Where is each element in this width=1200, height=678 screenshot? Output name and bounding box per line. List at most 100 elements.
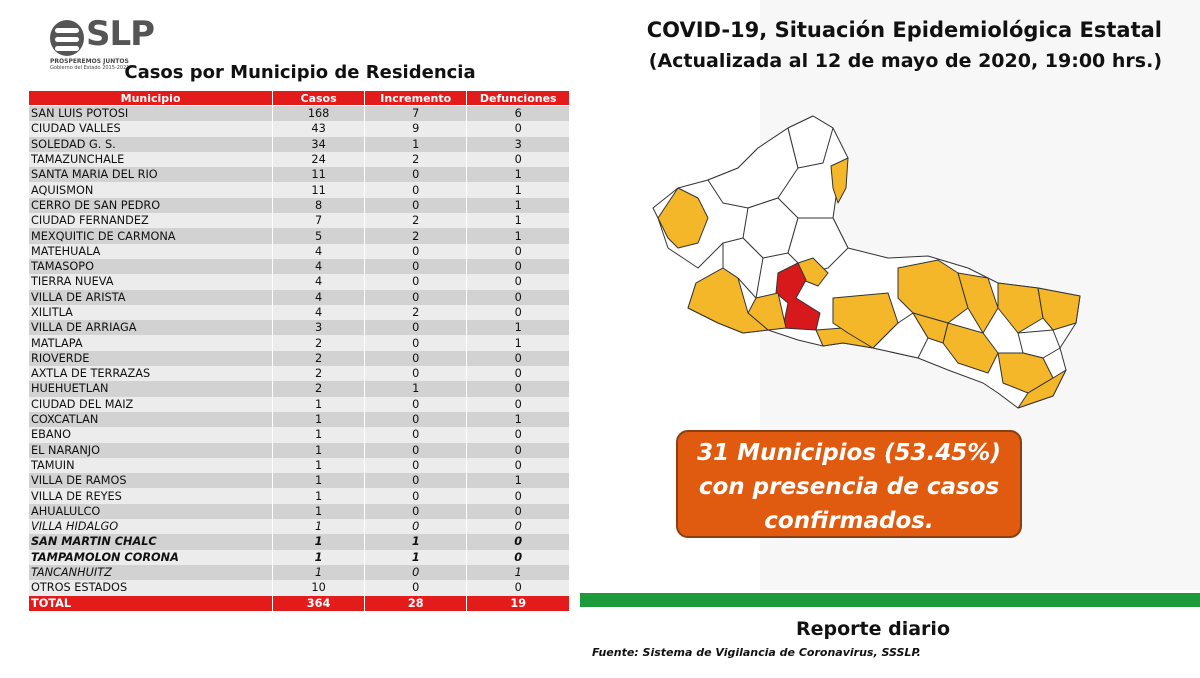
cell-casos: 1 — [272, 564, 366, 581]
table-row: XILITLA 4 2 0 — [27, 304, 570, 321]
cell-municipio: VILLA DE ARRIAGA — [27, 320, 274, 336]
cell-incremento: 0 — [364, 488, 468, 504]
table-row: MEXQUITIC DE CARMONA 5 2 1 — [27, 228, 570, 244]
cell-incremento: 0 — [364, 350, 468, 367]
cell-defunciones: 0 — [466, 549, 570, 565]
table-row: TIERRA NUEVA 4 0 0 — [27, 274, 570, 290]
cell-defunciones: 0 — [466, 366, 570, 382]
cell-municipio: XILITLA — [27, 304, 274, 321]
table-row: RIOVERDE 2 0 0 — [27, 350, 570, 367]
table-row: TAMPAMOLON CORONA 1 1 0 — [27, 549, 570, 565]
cell-municipio: OTROS ESTADOS — [27, 580, 274, 596]
cell-defunciones: 0 — [466, 274, 570, 290]
cell-defunciones: 1 — [466, 335, 570, 351]
cell-defunciones: 0 — [466, 427, 570, 443]
cell-incremento: 0 — [364, 427, 468, 443]
cell-municipio: TIERRA NUEVA — [27, 274, 274, 290]
cell-defunciones: 0 — [466, 304, 570, 321]
cell-defunciones: 0 — [466, 457, 570, 474]
cell-defunciones: 1 — [466, 320, 570, 336]
cases-table: Municipio Casos Incremento Defunciones S… — [27, 90, 570, 611]
map-region-ebano — [997, 282, 1044, 334]
cell-municipio: AQUISMON — [27, 182, 274, 198]
cell-defunciones: 1 — [466, 564, 570, 581]
cell-incremento: 0 — [364, 274, 468, 290]
total-defunciones: 19 — [466, 595, 570, 611]
cell-incremento: 0 — [364, 411, 468, 428]
cell-casos: 1 — [272, 442, 366, 458]
cell-municipio: VILLA DE REYES — [27, 488, 274, 504]
report-label: Reporte diario — [796, 618, 950, 640]
cell-defunciones: 1 — [466, 411, 570, 428]
cell-incremento: 0 — [364, 258, 468, 275]
table-row: HUEHUETLAN 2 1 0 — [27, 381, 570, 397]
cell-incremento: 2 — [364, 213, 468, 229]
cell-defunciones: 0 — [466, 503, 570, 520]
cell-municipio: VILLA DE RAMOS — [27, 473, 274, 489]
cell-municipio: MATEHUALA — [27, 243, 274, 259]
table-row: TAMASOPO 4 0 0 — [27, 258, 570, 275]
cell-municipio: CIUDAD VALLES — [27, 121, 274, 137]
cell-incremento: 0 — [364, 289, 468, 305]
table-row: VILLA DE ARRIAGA 3 0 1 — [27, 320, 570, 336]
table-row: CERRO DE SAN PEDRO 8 0 1 — [27, 197, 570, 214]
cell-municipio: SAN LUIS POTOSI — [27, 105, 274, 122]
cell-casos: 2 — [272, 381, 366, 397]
cell-casos: 1 — [272, 549, 366, 565]
cell-incremento: 2 — [364, 304, 468, 321]
cell-casos: 5 — [272, 228, 366, 244]
cell-defunciones: 0 — [466, 381, 570, 397]
cell-defunciones: 1 — [466, 197, 570, 214]
cell-casos: 1 — [272, 488, 366, 504]
table-row: SOLEDAD G. S. 34 1 3 — [27, 136, 570, 152]
col-municipio: Municipio — [27, 90, 274, 106]
cell-casos: 3 — [272, 320, 366, 336]
cell-incremento: 1 — [364, 534, 468, 550]
cell-casos: 4 — [272, 274, 366, 290]
cell-municipio: SANTA MARIA DEL RIO — [27, 167, 274, 183]
cell-defunciones: 0 — [466, 350, 570, 367]
cell-defunciones: 0 — [466, 121, 570, 137]
cell-incremento: 0 — [364, 457, 468, 474]
table-row: CIUDAD VALLES 43 9 0 — [27, 121, 570, 137]
cell-incremento: 0 — [364, 580, 468, 596]
cell-casos: 34 — [272, 136, 366, 152]
col-defunciones: Defunciones — [466, 90, 570, 106]
cell-municipio: MEXQUITIC DE CARMONA — [27, 228, 274, 244]
municipios-callout: 31 Municipios (53.45%) con presencia de … — [676, 430, 1022, 538]
source-note: Fuente: Sistema de Vigilancia de Coronav… — [592, 646, 921, 659]
cell-municipio: MATLAPA — [27, 335, 274, 351]
cell-defunciones: 0 — [466, 258, 570, 275]
cell-casos: 7 — [272, 213, 366, 229]
table-row: CIUDAD DEL MAIZ 1 0 0 — [27, 396, 570, 412]
slp-logo: SLP PROSPEREMOS JUNTOS Gobierno del Esta… — [50, 14, 155, 72]
cell-incremento: 0 — [364, 519, 468, 535]
table-row: TAMAZUNCHALE 24 2 0 — [27, 151, 570, 168]
table-row: VILLA DE REYES 1 0 0 — [27, 488, 570, 504]
cell-casos: 1 — [272, 457, 366, 474]
cell-incremento: 7 — [364, 105, 468, 122]
cell-municipio: VILLA DE ARISTA — [27, 289, 274, 305]
cell-municipio: TAMASOPO — [27, 258, 274, 275]
cell-municipio: HUEHUETLAN — [27, 381, 274, 397]
col-casos: Casos — [272, 90, 366, 106]
cell-casos: 4 — [272, 258, 366, 275]
cell-incremento: 0 — [364, 182, 468, 198]
cell-incremento: 0 — [364, 335, 468, 351]
total-municipio: TOTAL — [27, 595, 274, 611]
cell-defunciones: 0 — [466, 396, 570, 412]
cell-municipio: AHUALULCO — [27, 503, 274, 520]
cell-municipio: EBANO — [27, 427, 274, 443]
table-row: SANTA MARIA DEL RIO 11 0 1 — [27, 167, 570, 183]
callout-line-3: confirmados. — [764, 508, 934, 534]
table-row: AHUALULCO 1 0 0 — [27, 503, 570, 520]
cell-incremento: 0 — [364, 442, 468, 458]
table-row: VILLA HIDALGO 1 0 0 — [27, 519, 570, 535]
table-row: OTROS ESTADOS 10 0 0 — [27, 580, 570, 596]
cell-casos: 2 — [272, 350, 366, 367]
cell-defunciones: 0 — [466, 243, 570, 259]
cell-municipio: TAMAZUNCHALE — [27, 151, 274, 168]
cell-municipio: SOLEDAD G. S. — [27, 136, 274, 152]
table-row: MATLAPA 2 0 1 — [27, 335, 570, 351]
cell-casos: 10 — [272, 580, 366, 596]
